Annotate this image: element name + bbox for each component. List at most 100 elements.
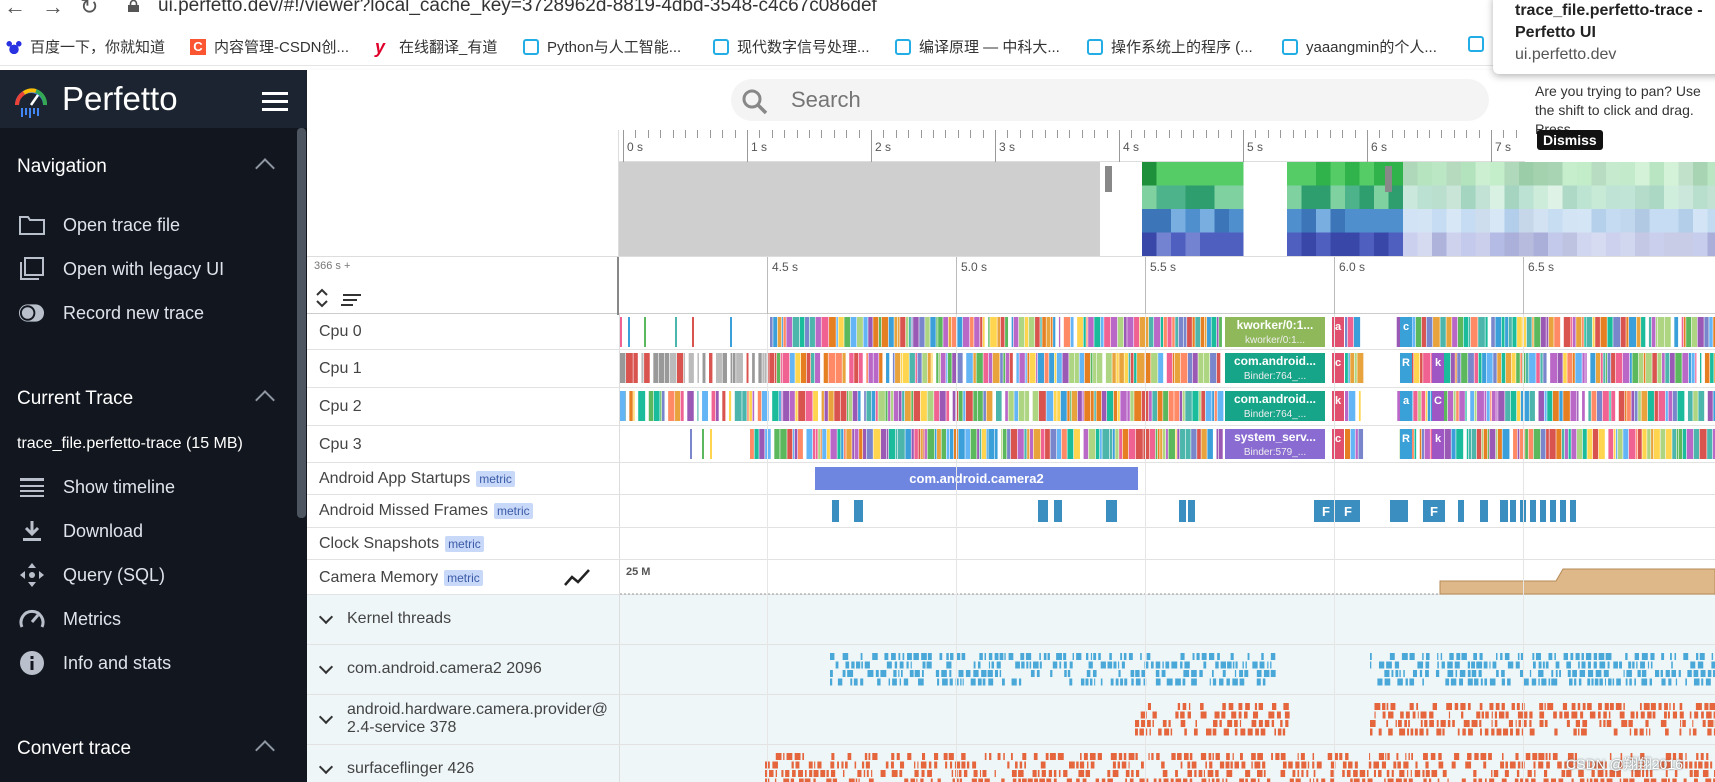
- summary-slice: [970, 678, 976, 686]
- dismiss-button[interactable]: Dismiss: [1537, 130, 1603, 150]
- sidebar-scrollbar[interactable]: [297, 128, 306, 518]
- sidebar-item-metrics[interactable]: Metrics: [18, 604, 121, 634]
- cpu-slice: [781, 391, 783, 421]
- summary-slice: [853, 678, 858, 686]
- summary-slice: [861, 761, 865, 769]
- sidebar-item-info-and-stats[interactable]: Info and stats: [18, 648, 171, 678]
- bookmark-csdn[interactable]: C 内容管理-CSDN创...: [190, 36, 349, 57]
- cpu-slice: [843, 429, 846, 459]
- process-summary-slices[interactable]: [620, 703, 1715, 737]
- section-title-navigation[interactable]: Navigation: [17, 156, 107, 177]
- bookmark-youdao[interactable]: y 在线翻译_有道: [375, 36, 498, 57]
- summary-slice: [1220, 661, 1227, 669]
- process-summary-slices[interactable]: [620, 653, 1715, 687]
- bookmark-yaaangmin[interactable]: yaaangmin的个人...: [1282, 36, 1437, 57]
- search-input[interactable]: [791, 85, 1451, 115]
- summary-slice: [1619, 711, 1625, 719]
- arrow-left-icon[interactable]: ←: [4, 0, 26, 19]
- section-title-convert-trace[interactable]: Convert trace: [17, 738, 132, 759]
- track-camera-memory[interactable]: Camera Memory metric 25 M: [307, 560, 1715, 595]
- bookmark-python[interactable]: Python与人工智能...: [523, 36, 681, 57]
- summary-slice: [1297, 753, 1299, 760]
- summary-slice: [1177, 753, 1182, 760]
- summary-slice: [1267, 661, 1269, 669]
- track-clock-snapshots[interactable]: Clock Snapshots metric: [307, 528, 1715, 560]
- sidebar-item-download[interactable]: Download: [18, 516, 143, 546]
- bookmark-os[interactable]: 操作系统上的程序 (...: [1087, 36, 1253, 57]
- cpu-slice: [828, 353, 836, 383]
- summary-slice: [1598, 703, 1602, 710]
- sidebar-item-show-timeline[interactable]: Show timeline: [18, 472, 175, 502]
- summary-slice: [1589, 778, 1593, 782]
- track-android-app-startups[interactable]: Android App Startups metric com.android.c…: [307, 463, 1715, 495]
- overview-cell: [1678, 162, 1693, 186]
- summary-slice: [1377, 678, 1383, 686]
- section-title-current-trace[interactable]: Current Trace: [17, 388, 134, 409]
- camera-memory-counter[interactable]: [620, 560, 1715, 595]
- sidebar-item-record-new-trace[interactable]: Record new trace: [18, 298, 204, 328]
- track-cpu-2[interactable]: Cpu 2 com.android... Binder:764_... k a C: [307, 388, 1715, 426]
- cpu-slice: [1683, 317, 1686, 347]
- summary-slice: [1118, 753, 1123, 760]
- summary-slice: [1416, 703, 1419, 710]
- hamburger-menu-icon[interactable]: [262, 92, 288, 112]
- bookmark-dsp[interactable]: 现代数字信号处理...: [713, 36, 870, 57]
- track-group-kernel-threads[interactable]: Kernel threads: [307, 595, 1715, 645]
- summary-slice: [1628, 720, 1633, 727]
- sidebar-item-open-trace-file[interactable]: Open trace file: [18, 210, 180, 240]
- track-group-camera2[interactable]: com.android.camera2 2096: [307, 645, 1715, 695]
- chevron-up-icon[interactable]: [255, 390, 275, 410]
- bookmark-compiler[interactable]: 编译原理 — 中科大...: [895, 36, 1060, 57]
- chevron-down-icon[interactable]: [318, 609, 334, 625]
- cpu-slice: [658, 353, 665, 383]
- summary-slice: [1579, 670, 1586, 677]
- summary-slice: [1660, 670, 1663, 677]
- chevron-down-icon[interactable]: [318, 659, 334, 675]
- chevron-down-icon[interactable]: [318, 709, 334, 725]
- cpu-slice: [730, 317, 732, 347]
- search-box[interactable]: [731, 79, 1489, 121]
- sidebar-item-query-sql[interactable]: Query (SQL): [18, 560, 165, 590]
- cpu-slice: [1672, 391, 1677, 421]
- expand-collapse-icon[interactable]: [315, 287, 329, 309]
- cpu-slice: [1584, 317, 1586, 347]
- summary-slice: [1647, 661, 1650, 669]
- overview-visible-window[interactable]: [619, 162, 1100, 256]
- bookmark-more[interactable]: [1468, 36, 1492, 52]
- arrow-right-icon[interactable]: →: [42, 0, 64, 19]
- cpu-slice: [1025, 353, 1027, 383]
- chevron-up-icon[interactable]: [255, 158, 275, 178]
- line-chart-icon[interactable]: [563, 568, 591, 588]
- summary-slice: [1704, 761, 1709, 769]
- cpu-track-slices[interactable]: kworker/0:1...kworker/0:1...a c: [620, 316, 1715, 348]
- cpu-track-slices[interactable]: com.android...Binder:764_...k a C: [620, 390, 1715, 422]
- sort-lines-icon[interactable]: [341, 293, 363, 307]
- cpu-slice: [1195, 317, 1201, 347]
- cpu-slice: [1079, 353, 1085, 383]
- track-cpu-0[interactable]: Cpu 0 kworker/0:1... kworker/0:1... a c: [307, 314, 1715, 350]
- sidebar-item-open-legacy-ui[interactable]: Open with legacy UI: [18, 254, 224, 284]
- summary-slice: [1478, 778, 1483, 782]
- cpu-slice: [1345, 429, 1350, 459]
- summary-slice: [1569, 678, 1573, 686]
- overview-cell: [1475, 232, 1490, 256]
- summary-slice: [1461, 711, 1464, 719]
- process-summary-slices[interactable]: [620, 753, 1715, 782]
- chevron-up-icon[interactable]: [255, 740, 275, 760]
- track-group-camera-provider[interactable]: android.hardware.camera.provider@ 2.4-ser…: [307, 695, 1715, 745]
- bookmark-baidu[interactable]: 百度一下，你就知道: [6, 36, 165, 57]
- app-startup-slice[interactable]: com.android.camera2: [815, 467, 1138, 490]
- tracks-panel[interactable]: Cpu 0 kworker/0:1... kworker/0:1... a c Cpu…: [307, 314, 1715, 782]
- track-group-surfaceflinger[interactable]: surfaceflinger 426: [307, 745, 1715, 782]
- url-text[interactable]: ui.perfetto.dev/#!/viewer?local_cache_ke…: [158, 0, 877, 16]
- reload-icon[interactable]: ↻: [80, 0, 99, 19]
- chevron-down-icon[interactable]: [318, 759, 334, 775]
- summary-slice: [1504, 770, 1509, 777]
